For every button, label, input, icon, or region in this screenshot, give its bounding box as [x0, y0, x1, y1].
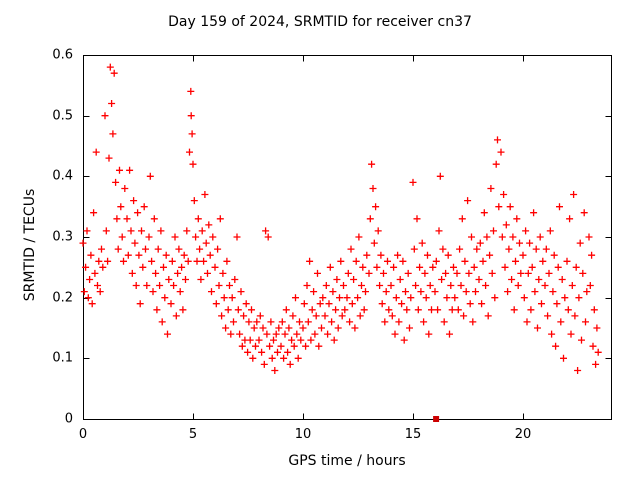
x-tick-label: 10 — [294, 427, 312, 442]
scatter-points — [79, 63, 602, 374]
x-axis-label: GPS time / hours — [288, 453, 406, 469]
flag-point-marker — [433, 416, 440, 422]
x-tick-label: 0 — [78, 427, 88, 442]
x-tick-label: 15 — [404, 427, 422, 442]
y-tick-label: 0.6 — [52, 47, 73, 63]
chart-title: Day 159 of 2024, SRMTID for receiver cn3… — [168, 14, 472, 30]
y-tick-label: 0.2 — [52, 290, 73, 306]
y-tick-label: 0.5 — [52, 108, 73, 124]
y-tick-label: 0.1 — [52, 350, 73, 366]
x-tick-label: 5 — [188, 427, 198, 442]
axis-box — [83, 55, 612, 420]
y-tick-label: 0 — [64, 411, 73, 427]
y-tick-label: 0.3 — [52, 229, 73, 245]
x-tick-label: 20 — [514, 427, 532, 442]
y-tick-label: 0.4 — [52, 168, 73, 184]
